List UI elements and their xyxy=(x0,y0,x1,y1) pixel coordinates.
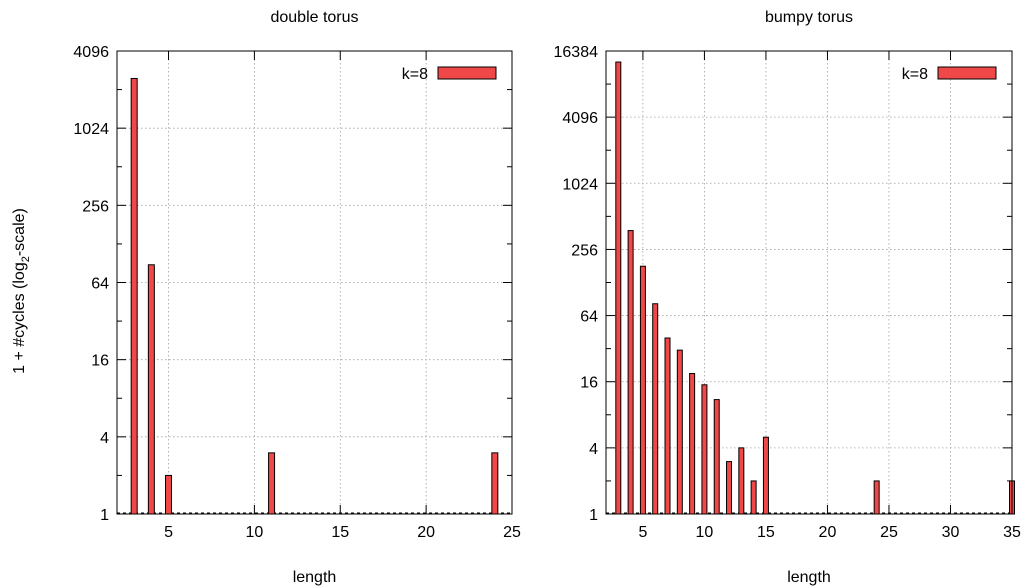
shared-y-axis-label: 1 + #cycles (log2-scale) xyxy=(11,208,32,374)
bar-length-9 xyxy=(689,373,696,515)
bar-length-7 xyxy=(664,337,671,515)
x-tick-label: 25 xyxy=(503,524,521,541)
y-tick-label: 64 xyxy=(91,276,109,293)
x-tick-label: 20 xyxy=(819,524,837,541)
x-tick-label: 20 xyxy=(417,524,435,541)
bar-length-4 xyxy=(147,264,155,515)
x-tick-label: 30 xyxy=(942,524,960,541)
x-tick-label: 15 xyxy=(331,524,349,541)
y-tick-label: 4 xyxy=(589,441,598,458)
bar-length-24 xyxy=(873,480,880,515)
plot-frame xyxy=(605,50,1013,515)
bar-length-15 xyxy=(762,436,769,515)
x-tick-label: 5 xyxy=(164,524,173,541)
chart-title: double torus xyxy=(270,9,358,26)
x-tick-label: 35 xyxy=(1003,524,1021,541)
legend-swatch-k-8 xyxy=(437,66,497,80)
bar-length-13 xyxy=(738,447,745,515)
y-tick-label: 1024 xyxy=(562,176,598,193)
x-tick-label: 10 xyxy=(245,524,263,541)
bar-length-3 xyxy=(130,77,138,515)
bar-length-12 xyxy=(726,461,733,515)
bar-length-10 xyxy=(701,384,708,515)
bar-length-5 xyxy=(165,474,173,515)
x-axis-label: length xyxy=(293,569,337,586)
y-tick-label: 256 xyxy=(571,242,598,259)
bar-length-8 xyxy=(676,349,683,515)
legend-label: k=8 xyxy=(902,66,928,83)
chart-title: bumpy torus xyxy=(765,9,853,26)
bar-length-6 xyxy=(652,303,659,515)
y-tick-label: 4 xyxy=(100,430,109,447)
x-tick-label: 10 xyxy=(696,524,714,541)
plot-frame xyxy=(116,50,513,515)
chart-panel-bumpy-torus: 1 4 16 64 256 1024 4096 16384 5 10 15 20 25 30 35 k=8 bu… xyxy=(554,9,1022,586)
bar-length-11 xyxy=(713,399,720,515)
legend-label: k=8 xyxy=(402,66,428,83)
bar-length-14 xyxy=(750,480,757,515)
x-tick-label: 25 xyxy=(880,524,898,541)
y-tick-label: 64 xyxy=(580,309,598,326)
y-tick-label: 1 xyxy=(100,507,109,524)
y-tick-label: 16384 xyxy=(554,44,599,61)
legend-swatch-k-8 xyxy=(937,66,997,80)
bar-length-11 xyxy=(268,452,276,515)
y-tick-label: 4096 xyxy=(562,110,598,127)
y-tick-label: 16 xyxy=(580,375,598,392)
bar-length-24 xyxy=(491,452,499,515)
y-tick-label: 1 xyxy=(589,507,598,524)
x-axis-label: length xyxy=(787,569,831,586)
bar-length-3 xyxy=(615,61,622,515)
x-tick-label: 5 xyxy=(638,524,647,541)
y-tick-label: 16 xyxy=(91,353,109,370)
y-tick-label: 4096 xyxy=(73,44,109,61)
y-tick-label: 256 xyxy=(82,198,109,215)
bar-length-5 xyxy=(639,265,646,515)
bar-length-4 xyxy=(627,230,634,515)
y-tick-label: 1024 xyxy=(73,121,109,138)
chart-panel-double-torus: 1 4 16 64 256 1024 4096 5 10 15 20 25 k=8 double toru… xyxy=(73,9,521,586)
x-tick-label: 15 xyxy=(757,524,775,541)
